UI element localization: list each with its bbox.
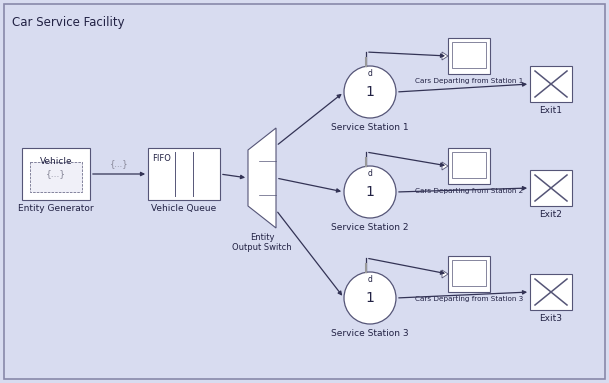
Polygon shape xyxy=(442,52,448,60)
Text: {...}: {...} xyxy=(110,159,128,168)
Bar xyxy=(452,42,486,68)
Text: Service Station 3: Service Station 3 xyxy=(331,329,409,338)
Text: d: d xyxy=(368,275,373,284)
Text: Vehicle: Vehicle xyxy=(40,157,72,166)
Text: d: d xyxy=(368,169,373,178)
Text: {...}: {...} xyxy=(46,170,66,178)
Bar xyxy=(530,274,572,310)
Text: Service Station 2: Service Station 2 xyxy=(331,223,409,232)
Text: Vehicle Queue: Vehicle Queue xyxy=(152,204,217,213)
Bar xyxy=(452,260,486,286)
Polygon shape xyxy=(442,270,448,278)
Circle shape xyxy=(344,166,396,218)
Circle shape xyxy=(344,66,396,118)
Bar xyxy=(30,162,82,192)
Polygon shape xyxy=(442,162,448,170)
Bar xyxy=(148,148,220,200)
Bar xyxy=(530,66,572,102)
Polygon shape xyxy=(248,128,276,228)
Text: Car Service Facility: Car Service Facility xyxy=(12,16,125,29)
Bar xyxy=(530,170,572,206)
Text: Cars Departing from Station 1: Cars Departing from Station 1 xyxy=(415,78,523,84)
Text: 1: 1 xyxy=(365,185,375,199)
Text: Entity
Output Switch: Entity Output Switch xyxy=(232,233,292,252)
Text: d: d xyxy=(368,69,373,78)
Bar xyxy=(452,152,486,178)
Text: Entity Generator: Entity Generator xyxy=(18,204,94,213)
Bar xyxy=(448,148,490,184)
Bar xyxy=(448,38,490,74)
Text: Exit2: Exit2 xyxy=(540,210,563,219)
Text: Service Station 1: Service Station 1 xyxy=(331,123,409,132)
Text: FIFO: FIFO xyxy=(152,154,171,163)
Text: Exit1: Exit1 xyxy=(540,106,563,115)
Circle shape xyxy=(344,272,396,324)
Bar xyxy=(22,148,90,200)
Bar xyxy=(448,256,490,292)
Text: 1: 1 xyxy=(365,85,375,99)
Text: 1: 1 xyxy=(365,291,375,305)
Text: Cars Departing from Station 3: Cars Departing from Station 3 xyxy=(415,296,523,302)
Text: Cars Departing from Station 2: Cars Departing from Station 2 xyxy=(415,188,523,194)
Text: Exit3: Exit3 xyxy=(540,314,563,323)
